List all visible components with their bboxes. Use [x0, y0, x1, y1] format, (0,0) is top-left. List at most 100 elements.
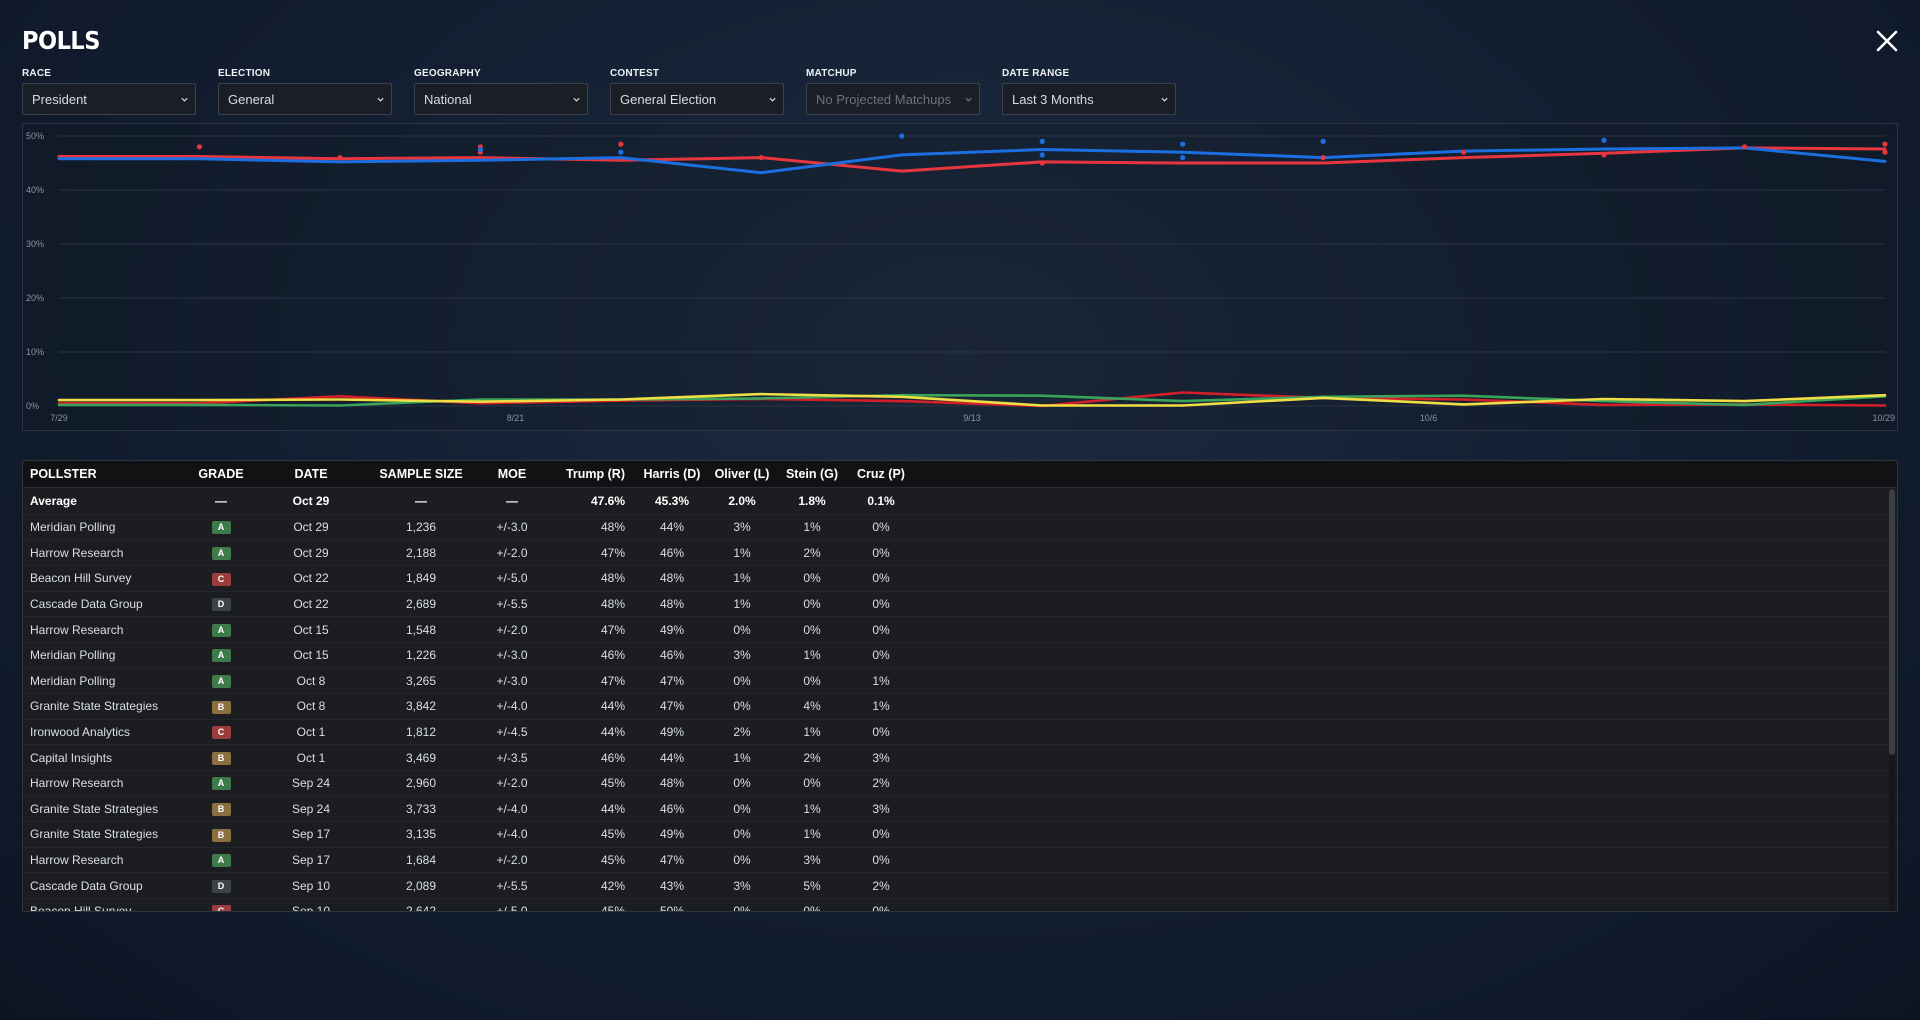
cell-pollster: Meridian Polling [30, 520, 116, 535]
filter-matchup: MATCHUP No Projected Matchups [806, 68, 980, 115]
poll-point [758, 155, 764, 161]
cell-date: Oct 29 [293, 520, 329, 535]
table-row[interactable]: Capital Insights B Oct 1 3,469 +/-3.5 46% 44% 1… [23, 745, 1897, 771]
cell-date: Oct 15 [293, 648, 329, 663]
contest-select[interactable]: General Election [610, 83, 784, 115]
cell-cruz: 0% [872, 622, 890, 637]
cell-moe: +/-4.5 [496, 725, 528, 740]
poll-point [1882, 149, 1888, 155]
cell-sample-size: 2,960 [405, 776, 437, 791]
date-range-select[interactable]: Last 3 Months [1002, 83, 1176, 115]
poll-point [1039, 138, 1045, 144]
y-tick-label: 40% [26, 185, 44, 195]
table-row[interactable]: Harrow Research A Sep 17 1,684 +/-2.0 45% 47% 0… [23, 848, 1897, 874]
cell-sample-size: 3,733 [405, 801, 437, 816]
cell-date: Oct 29 [293, 545, 329, 560]
cell-sample-size: 1,236 [405, 520, 437, 535]
series-line-oliver-l [57, 392, 1887, 407]
cell-trump: 44% [600, 801, 625, 816]
header-sample-size[interactable]: SAMPLE SIZE [379, 467, 463, 481]
cell-date: Oct 22 [293, 597, 329, 612]
poll-chart-svg: 0% 10% 20% 30% 40% 50% 7/29 8/21 9/13 10/6 10/29 [26, 131, 1895, 423]
close-button[interactable] [1872, 26, 1902, 56]
cell-date: Oct 1 [296, 725, 326, 740]
table-row[interactable]: Ironwood Analytics C Oct 1 1,812 +/-4.5 44% 49… [23, 720, 1897, 746]
cell-harris: 44% [659, 750, 685, 765]
cell-stein: 0% [803, 673, 821, 688]
table-row[interactable]: Granite State Strategies B Oct 8 3,842 +/-4.… [23, 694, 1897, 720]
cell-cruz: 0% [872, 725, 890, 740]
cell-sample-size: — [415, 494, 427, 508]
cell-cruz: 2% [872, 878, 890, 893]
cell-date: Oct 1 [296, 750, 326, 765]
page-title: POLLS [22, 26, 100, 55]
table-row[interactable]: Meridian Polling A Oct 8 3,265 +/-3.0 47% 47% 0… [23, 669, 1897, 695]
table-row[interactable]: Harrow Research A Oct 29 2,188 +/-2.0 47% 46% 1… [23, 541, 1897, 567]
cell-oliver: 3% [733, 648, 751, 663]
chevron-down-icon [573, 97, 580, 102]
poll-point [196, 144, 203, 150]
cell-oliver: 0% [733, 801, 751, 816]
header-cruz[interactable]: Cruz (P) [857, 467, 905, 481]
grade-badge: A [211, 623, 231, 637]
cell-grade: C [181, 725, 261, 740]
cell-trump: 46% [600, 750, 625, 765]
cell-cruz: 2% [872, 776, 890, 791]
cell-moe: +/-2.0 [496, 853, 528, 868]
x-tick-label: 10/29 [1872, 413, 1895, 423]
cell-moe: +/-5.5 [496, 878, 528, 893]
cell-pollster: Ironwood Analytics [30, 725, 131, 740]
table-row[interactable]: Granite State Strategies B Sep 24 3,733 +/-4… [23, 797, 1897, 823]
cell-grade: A [181, 546, 261, 561]
chevron-down-icon [181, 97, 188, 102]
header-moe[interactable]: MOE [497, 467, 527, 481]
header-grade[interactable]: GRADE [198, 467, 244, 481]
header-stein[interactable]: Stein (G) [785, 467, 839, 481]
filter-bar: RACE President ELECTION General GEOGRAPH… [22, 68, 1176, 115]
header-pollster[interactable]: POLLSTER [30, 467, 97, 481]
table-row[interactable]: Cascade Data Group D Oct 22 2,689 +/-5.5 48% 4… [23, 592, 1897, 618]
header-trump[interactable]: Trump (R) [565, 467, 625, 481]
header-oliver[interactable]: Oliver (L) [714, 467, 770, 481]
geography-select[interactable]: National [414, 83, 588, 115]
header-date[interactable]: DATE [294, 467, 328, 481]
cell-date: Sep 10 [291, 878, 331, 893]
poll-point [899, 133, 905, 139]
cell-moe: +/-3.0 [496, 648, 528, 663]
cell-sample-size: 3,135 [405, 827, 437, 842]
cell-moe: +/-5.5 [496, 597, 528, 612]
poll-point [1601, 152, 1607, 158]
cell-stein: 1% [803, 648, 821, 663]
header-harris[interactable]: Harris (D) [643, 467, 701, 481]
table-row[interactable]: Meridian Polling A Oct 29 1,236 +/-3.0 48% 44%… [23, 515, 1897, 541]
cell-sample-size: 1,548 [405, 622, 437, 637]
cell-harris: 46% [659, 545, 685, 560]
election-select[interactable]: General [218, 83, 392, 115]
cell-date: Oct 8 [296, 699, 326, 714]
filter-election: ELECTION General [218, 68, 392, 115]
table-scrollbar[interactable] [1889, 489, 1895, 911]
scrollbar-thumb[interactable] [1889, 489, 1895, 755]
cell-trump: 47.6% [590, 494, 625, 508]
race-select[interactable]: President [22, 83, 196, 115]
table-row[interactable]: Meridian Polling A Oct 15 1,226 +/-3.0 46% 46%… [23, 643, 1897, 669]
cell-moe: +/-4.0 [496, 699, 528, 714]
cell-pollster: Granite State Strategies [30, 699, 159, 714]
table-row[interactable]: Beacon Hill Survey C Sep 10 2,642 +/-5.0 45% 5… [23, 899, 1897, 911]
table-row[interactable]: Harrow Research A Sep 24 2,960 +/-2.0 45% 48% 0… [23, 771, 1897, 797]
poll-point [1741, 144, 1748, 150]
table-row[interactable]: Harrow Research A Oct 15 1,548 +/-2.0 47% 49% 0… [23, 617, 1897, 643]
table-row[interactable]: Granite State Strategies B Sep 17 3,135 +/-4… [23, 822, 1897, 848]
cell-stein: 4% [803, 699, 821, 714]
cell-trump: 48% [600, 597, 625, 612]
matchup-select[interactable]: No Projected Matchups [806, 83, 980, 115]
cell-trump: 45% [600, 853, 625, 868]
cell-stein: 1% [803, 801, 821, 816]
cell-stein: 0% [803, 622, 821, 637]
cell-stein: 1.8% [798, 494, 826, 508]
grade-badge: A [211, 547, 231, 561]
table-row[interactable]: Cascade Data Group D Sep 10 2,089 +/-5.5 42% 4… [23, 873, 1897, 899]
table-row[interactable]: Beacon Hill Survey C Oct 22 1,849 +/-5.0 48% 4… [23, 566, 1897, 592]
cell-date: Oct 29 [292, 494, 330, 508]
cell-cruz: 0% [872, 520, 890, 535]
